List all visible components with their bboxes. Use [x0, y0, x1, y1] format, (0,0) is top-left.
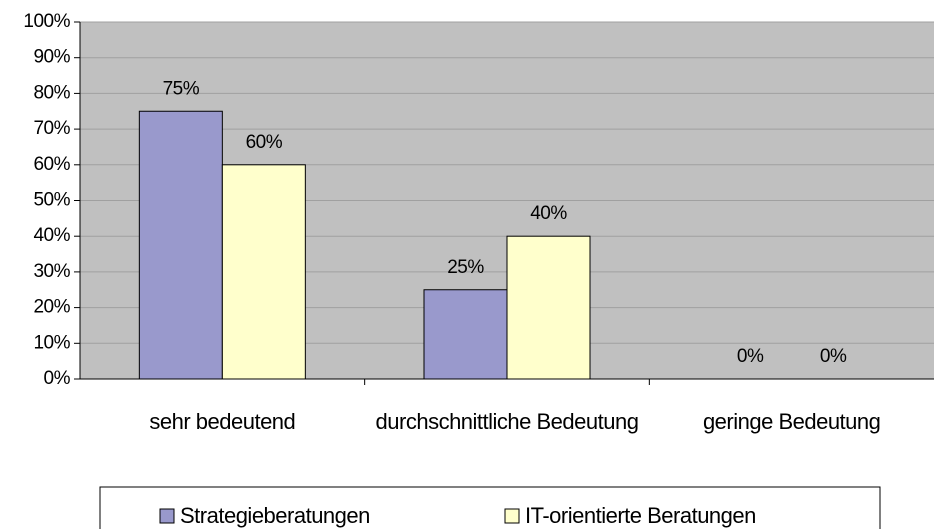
data-label: 0%: [737, 346, 764, 367]
y-tick-label: 70%: [33, 118, 70, 139]
y-tick-label: 0%: [44, 368, 71, 389]
y-tick-label: 40%: [33, 225, 70, 246]
y-tick-label: 80%: [33, 82, 70, 103]
y-tick-label: 60%: [33, 154, 70, 175]
bar: [221, 164, 306, 380]
x-tick-label: sehr bedeutend: [149, 409, 296, 434]
data-label: 75%: [163, 78, 200, 99]
data-label: 60%: [246, 132, 283, 153]
data-label: 0%: [820, 346, 847, 367]
x-tick-label: durchschnittliche Bedeutung: [375, 409, 639, 434]
y-tick-label: 30%: [33, 261, 70, 282]
y-tick-label: 10%: [33, 332, 70, 353]
y-tick-label: 100%: [23, 11, 70, 32]
data-label: 40%: [530, 203, 567, 224]
data-label: 25%: [447, 257, 484, 278]
y-tick-label: 20%: [33, 297, 70, 318]
legend-box: [99, 486, 881, 529]
bar: [138, 110, 223, 380]
legend-label: Strategieberatungen: [180, 503, 370, 528]
y-tick-label: 50%: [33, 190, 70, 211]
bar: [506, 235, 591, 380]
legend-label: IT-orientierte Beratungen: [525, 503, 756, 528]
y-tick-label: 90%: [33, 47, 70, 68]
legend-swatch: [504, 508, 520, 524]
legend-swatch: [159, 508, 175, 524]
x-tick-label: geringe Bedeutung: [702, 409, 881, 434]
bar: [423, 289, 508, 380]
